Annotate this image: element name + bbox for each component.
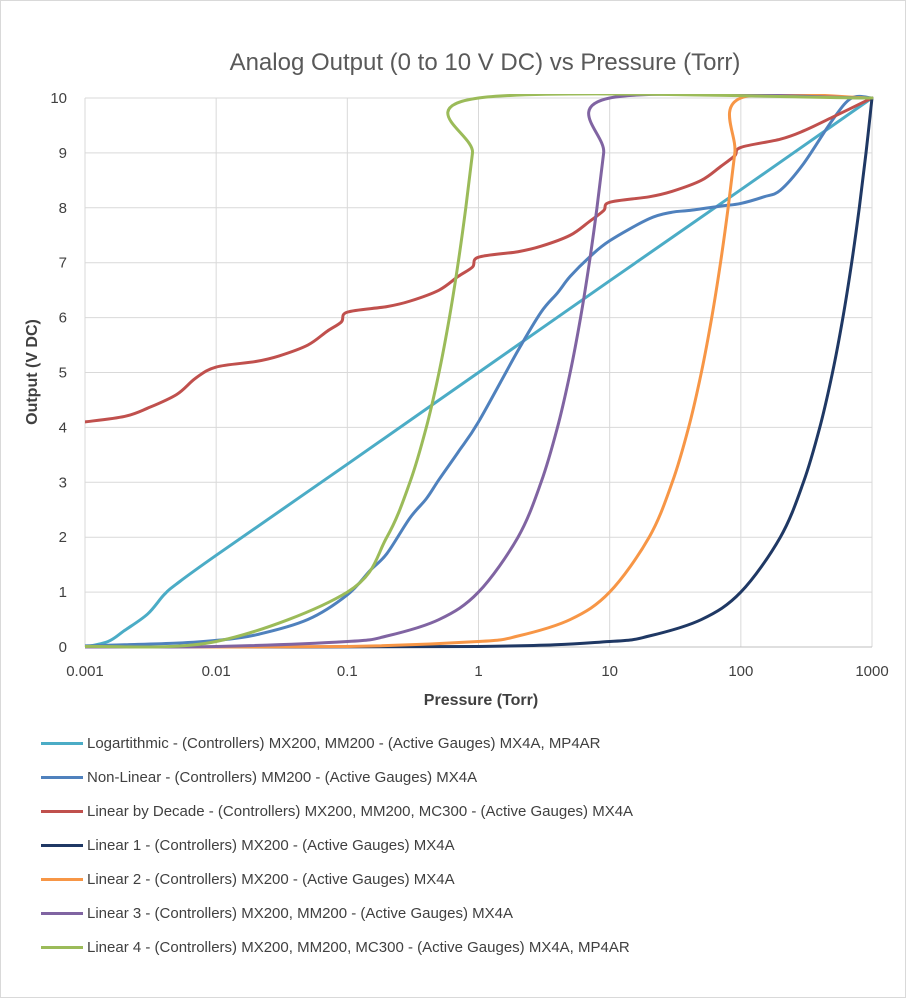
series-line-1 [85, 96, 874, 649]
series-layer [85, 94, 874, 649]
legend-swatch [41, 775, 83, 779]
legend-item-5: Linear 2 - (Controllers) MX200 - (Active… [41, 867, 455, 891]
chart-title: Analog Output (0 to 10 V DC) vs Pressure… [230, 49, 741, 76]
legend-swatch [41, 843, 83, 847]
y-tick-label: 0 [59, 639, 67, 656]
legend-swatch [41, 809, 83, 813]
y-tick-label: 9 [59, 145, 67, 162]
legend-swatch [41, 877, 83, 881]
series-line-3 [85, 96, 874, 424]
axis-ticks: 0 1 2 3 4 5 6 7 8 9 10 0.001 0.01 0.1 1 10 100 1000 [50, 90, 888, 680]
legend-swatch [41, 911, 83, 915]
x-tick-label: 1 [474, 663, 482, 680]
y-tick-label: 4 [59, 419, 67, 436]
legend-item-3: Linear by Decade - (Controllers) MX200, … [41, 799, 633, 823]
x-tick-label: 100 [728, 663, 753, 680]
series-line-5 [85, 94, 874, 649]
x-axis-title: Pressure (Torr) [424, 692, 538, 709]
y-tick-label: 10 [50, 90, 67, 107]
x-tick-label: 0.1 [337, 663, 358, 680]
legend-item-4: Linear 1 - (Controllers) MX200 - (Active… [41, 833, 455, 857]
x-tick-label: 10 [601, 663, 618, 680]
legend-swatch [41, 741, 83, 745]
y-tick-label: 7 [59, 255, 67, 272]
y-tick-label: 2 [59, 529, 67, 546]
series-line-7 [85, 94, 874, 649]
y-tick-label: 8 [59, 200, 67, 217]
legend-label: Non-Linear - (Controllers) MM200 - (Acti… [87, 768, 478, 786]
legend-item-7: Linear 4 - (Controllers) MX200, MM200, M… [41, 935, 630, 959]
legend-label: Linear 1 - (Controllers) MX200 - (Active… [87, 836, 455, 854]
legend-label: Linear 4 - (Controllers) MX200, MM200, M… [87, 938, 630, 956]
legend-item-6: Linear 3 - (Controllers) MX200, MM200 - … [41, 901, 513, 925]
series-line-2 [85, 94, 874, 648]
legend-item-2: Non-Linear - (Controllers) MM200 - (Acti… [41, 765, 477, 789]
x-tick-label: 1000 [855, 663, 888, 680]
legend-item-1: Logartithmic - (Controllers) MX200, MM20… [41, 731, 601, 755]
y-tick-label: 5 [59, 365, 67, 382]
y-tick-label: 3 [59, 474, 67, 491]
series-line-6 [85, 94, 874, 649]
legend-label: Linear by Decade - (Controllers) MX200, … [87, 802, 634, 820]
legend-label: Linear 2 - (Controllers) MX200 - (Active… [87, 870, 455, 888]
legend-label: Logartithmic - (Controllers) MX200, MM20… [87, 734, 601, 752]
y-tick-label: 1 [59, 584, 67, 601]
series-line-4 [85, 96, 874, 649]
legend-label: Linear 3 - (Controllers) MX200, MM200 - … [87, 904, 513, 922]
y-tick-label: 6 [59, 310, 67, 327]
x-tick-label: 0.01 [202, 663, 231, 680]
y-axis-title: Output (V DC) [24, 319, 41, 425]
legend-swatch [41, 945, 83, 949]
x-tick-label: 0.001 [66, 663, 104, 680]
